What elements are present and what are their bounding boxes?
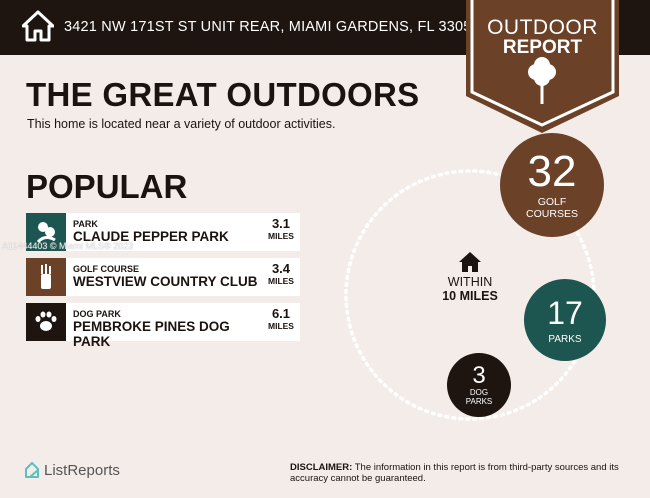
disclaimer-label: DISCLAIMER: (290, 462, 353, 473)
tree-icon (528, 57, 556, 104)
outdoor-report-badge (466, 0, 619, 133)
item-unit: MILES (268, 231, 294, 241)
item-distance: 6.1 (271, 306, 291, 321)
badge-line1: OUTDOOR (487, 16, 598, 39)
item-category: GOLF COURSE (73, 264, 140, 274)
listreports-logo-icon (25, 462, 39, 478)
paw-icon (26, 303, 66, 341)
dog-parks-count-circle: 3 DOG PARKS (447, 353, 511, 417)
list-item[interactable]: GOLF COURSE WESTVIEW COUNTRY CLUB 3.4 MILE… (26, 258, 300, 296)
golf-bag-icon (26, 258, 66, 296)
count-label: PARKS (465, 397, 493, 406)
item-name: WESTVIEW COUNTRY CLUB (73, 274, 258, 289)
parks-count-circle: 17 PARKS (524, 279, 606, 361)
count-value: 32 (527, 147, 577, 196)
item-unit: MILES (268, 321, 294, 331)
count-value: 3 (472, 362, 486, 389)
badge-line2: REPORT (502, 37, 583, 58)
count-label: COURSES (526, 208, 578, 220)
park-icon (26, 213, 66, 251)
radius-line2: 10 MILES (442, 289, 498, 303)
disclaimer-text: The information in this report is from t… (290, 462, 619, 484)
mls-watermark: A11444403 © Miami MLS® 2023 (2, 241, 134, 251)
list-item[interactable]: PARK CLAUDE PEPPER PARK 3.1 MILES (26, 213, 300, 251)
page-subtitle: This home is located near a variety of o… (27, 117, 336, 131)
disclaimer: DISCLAIMER: The information in this repo… (290, 462, 630, 484)
item-distance: 3.4 (271, 261, 291, 276)
radius-line1: WITHIN (447, 275, 493, 289)
property-address: 3421 NW 171ST ST UNIT REAR, MIAMI GARDEN… (64, 19, 480, 35)
brand-name: ListReports (44, 461, 120, 479)
listreports-logo[interactable]: ListReports (24, 461, 120, 479)
home-icon (459, 252, 481, 272)
item-category: DOG PARK (73, 309, 121, 319)
radius-label: WITHIN 10 MILES (430, 252, 510, 303)
item-distance: 3.1 (271, 216, 291, 231)
popular-heading: POPULAR (26, 168, 188, 205)
item-name: PEMBROKE PINES DOG PARK (73, 319, 230, 349)
page-title: THE GREAT OUTDOORS (26, 76, 420, 113)
home-icon (22, 10, 54, 42)
golf-count-circle: 32 GOLF COURSES (500, 133, 604, 237)
item-unit: MILES (268, 276, 294, 286)
count-label: PARKS (548, 333, 582, 345)
count-label: GOLF (537, 196, 567, 208)
list-item[interactable]: DOG PARK PEMBROKE PINES DOG PARK 6.1 MILES (26, 303, 300, 349)
count-value: 17 (547, 294, 583, 331)
item-name: CLAUDE PEPPER PARK (73, 229, 229, 244)
count-label: DOG (469, 388, 489, 397)
item-category: PARK (73, 219, 98, 229)
